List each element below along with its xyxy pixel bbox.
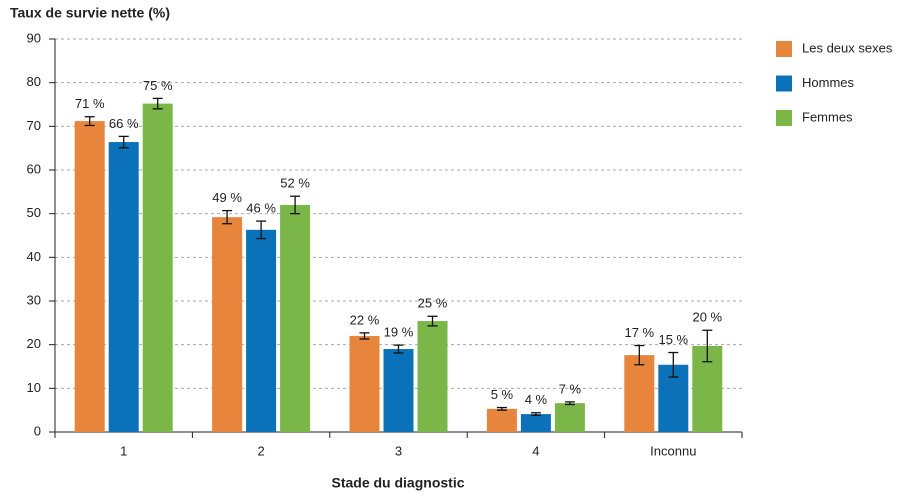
bar [624, 355, 655, 432]
value-label: 25 % [418, 296, 448, 311]
value-label: 4 % [525, 392, 548, 407]
x-tick-label: 3 [395, 443, 402, 458]
y-tick-label: 90 [27, 30, 41, 45]
y-tick-label: 30 [27, 292, 41, 307]
bar [554, 403, 585, 432]
value-label: 66 % [109, 116, 139, 131]
value-label: 46 % [246, 201, 276, 216]
legend-swatch [776, 110, 792, 126]
value-label: 15 % [658, 332, 688, 347]
value-label: 7 % [559, 381, 582, 396]
y-tick-label: 70 [27, 118, 41, 133]
x-tick-label: 1 [120, 443, 127, 458]
bar [280, 204, 311, 432]
legend-swatch [776, 41, 792, 57]
x-tick-label: 2 [257, 443, 264, 458]
legend-label: Femmes [802, 109, 853, 124]
y-tick-label: 0 [34, 423, 41, 438]
bar [520, 414, 551, 432]
value-label: 52 % [280, 176, 310, 191]
value-label: 20 % [692, 310, 722, 325]
y-tick-label: 50 [27, 205, 41, 220]
bar [349, 335, 380, 432]
y-tick-label: 10 [27, 380, 41, 395]
chart-title: Taux de survie nette (%) [10, 5, 170, 21]
bar [74, 121, 105, 433]
legend-label: Les deux sexes [802, 40, 893, 55]
value-label: 22 % [350, 312, 380, 327]
legend-swatch [776, 75, 792, 92]
x-tick-label: 4 [532, 443, 539, 458]
value-label: 71 % [75, 96, 105, 111]
legend-label: Hommes [802, 75, 855, 90]
value-label: 75 % [143, 78, 173, 93]
value-label: 17 % [624, 325, 654, 340]
bar [417, 321, 448, 432]
bar [486, 408, 517, 432]
y-tick-label: 20 [27, 336, 41, 351]
y-tick-label: 40 [27, 249, 41, 264]
value-label: 49 % [212, 190, 242, 205]
x-axis-title: Stade du diagnostic [331, 475, 464, 491]
x-tick-label: Inconnu [650, 443, 696, 458]
y-tick-label: 80 [27, 74, 41, 89]
bar [383, 349, 414, 432]
bar [246, 229, 277, 432]
y-tick-label: 60 [27, 161, 41, 176]
value-label: 5 % [491, 387, 514, 402]
value-label: 19 % [384, 325, 414, 340]
bar [108, 142, 139, 432]
bar [142, 103, 173, 433]
bar [212, 217, 243, 432]
